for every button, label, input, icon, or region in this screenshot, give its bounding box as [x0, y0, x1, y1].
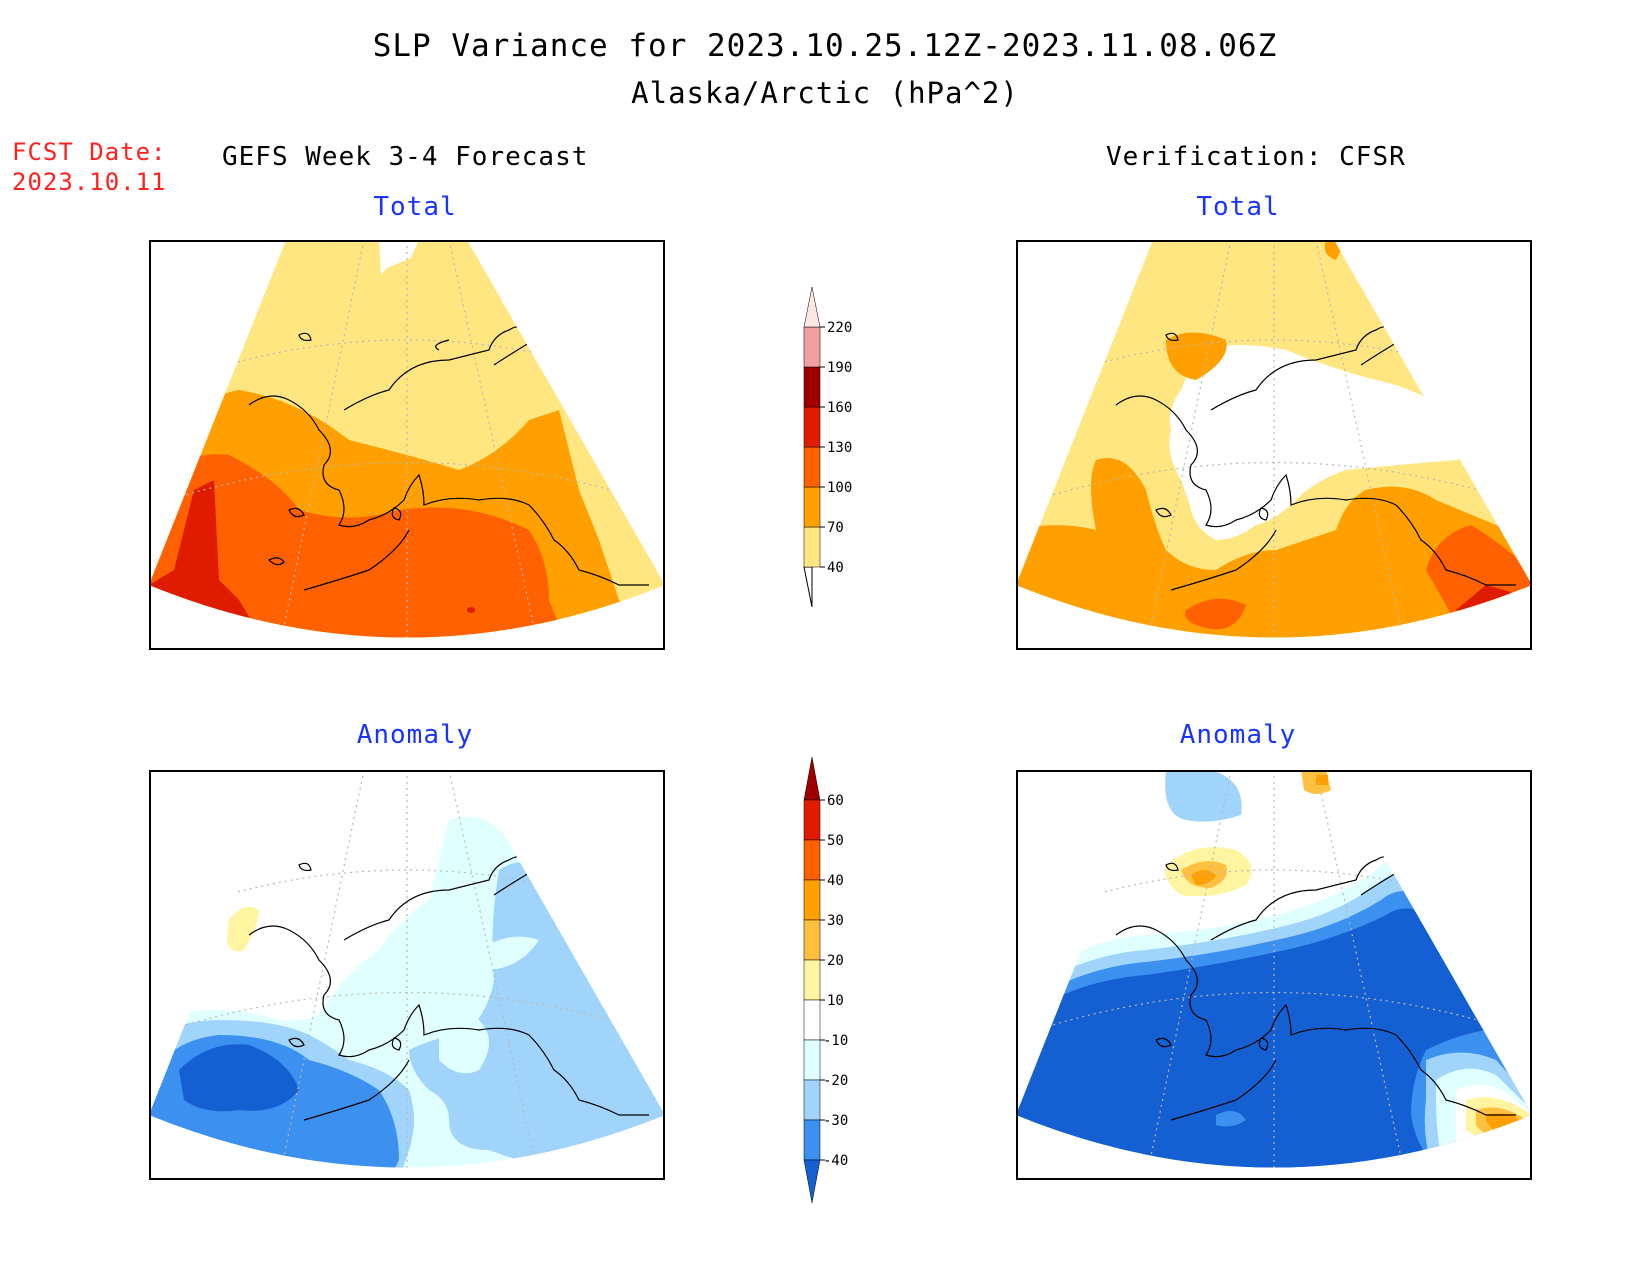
left-column-title: GEFS Week 3-4 Forecast [222, 142, 589, 172]
map-frame [149, 240, 665, 650]
colorbar-anomaly-label: -20 [823, 1073, 848, 1089]
colorbar-anomaly-swatch-neutral [803, 999, 821, 1041]
colorbar-anomaly-swatch-20-30 [803, 919, 821, 961]
graticule [1035, 240, 1513, 638]
colorbar-anomaly-upper-tip [803, 756, 821, 801]
colorbar-anomaly-swatch-m40-m30 [803, 1119, 821, 1161]
colorbar-anomaly-ticks [820, 799, 825, 1161]
graticule [1035, 770, 1513, 1168]
graticule [168, 770, 646, 1168]
map-title: SLP Variance for 2023.10.25.12Z-2023.11.… [372, 28, 1278, 64]
shade-below-40 [379, 240, 419, 275]
map-frame [149, 770, 665, 1180]
shade-100-130 [149, 454, 569, 638]
shade-m40-m30 [1216, 1111, 1246, 1127]
forecast-date-value: 2023.10.11 [12, 168, 167, 196]
colorbar-anomaly-swatch-m20-m10 [803, 1039, 821, 1081]
panel-title-forecast-anomaly: Anomaly [356, 720, 474, 750]
verification-anomaly-map [1016, 770, 1532, 1180]
colorbar-anomaly-label: 50 [827, 833, 844, 849]
colorbar-total-label: 160 [827, 400, 852, 416]
forecast-date-label: FCST Date: [12, 138, 167, 166]
colorbar-anomaly-swatch-m30-m20 [803, 1079, 821, 1121]
colorbar-total-lower-tip [803, 566, 813, 608]
colorbar-anomaly: 60 50 40 30 20 10 -10 -20 -30 -40 [803, 756, 848, 1204]
panel-title-verification-anomaly: Anomaly [1179, 720, 1297, 750]
panel-title-forecast-total: Total [373, 192, 457, 222]
colorbar-total-label: 220 [827, 320, 852, 336]
forecast-anomaly-map [149, 770, 665, 1180]
colorbar-anomaly-label: 40 [827, 873, 844, 889]
colorbar-total-label: 190 [827, 360, 852, 376]
colorbar-total: 40 70 100 130 160 190 220 [803, 286, 852, 608]
colorbar-total-swatch-100-130 [803, 446, 821, 488]
colorbar-total-swatch-130-160 [803, 406, 821, 448]
shade-70-100 [1016, 458, 1532, 638]
colorbar-anomaly-label: 10 [827, 993, 844, 1009]
colorbar-anomaly-swatch-40-50 [803, 839, 821, 881]
shade-m20-m10 [439, 1016, 489, 1074]
shade-10-20 [227, 906, 259, 952]
shade-30-40 [1191, 870, 1216, 885]
colorbar-total-label: 130 [827, 440, 852, 456]
shade-below-40 [1169, 345, 1479, 540]
panel-title-verification-total: Total [1196, 192, 1280, 222]
shade-below-m40 [179, 1044, 299, 1112]
shade-m30-m20 [1165, 770, 1242, 822]
colorbar-anomaly-swatch-50-60 [803, 799, 821, 841]
colorbar-anomaly-label: 60 [827, 793, 844, 809]
colorbar-anomaly-label: -40 [823, 1153, 848, 1169]
verification-total-map [1016, 240, 1532, 650]
colorbar-total-label: 70 [827, 520, 844, 536]
colorbar-total-label: 100 [827, 480, 852, 496]
colorbar-total-upper-tip [803, 286, 821, 328]
colorbar-anomaly-label: 20 [827, 953, 844, 969]
colorbar-total-swatch-190-220 [803, 326, 821, 368]
shade-100-130 [1426, 525, 1532, 638]
colorbar-total-swatch-160-190 [803, 366, 821, 408]
map-frame [1016, 770, 1532, 1180]
colorbar-total-swatch-40-70 [803, 526, 821, 568]
shade-m20-m10 [475, 936, 539, 970]
graticule [168, 240, 646, 638]
colorbar-anomaly-swatch-10-20 [803, 959, 821, 1001]
shade-100-130 [1185, 598, 1246, 630]
colorbar-anomaly-label: -10 [823, 1033, 848, 1049]
colorbar-total-label: 40 [827, 560, 844, 576]
map-subtitle: Alaska/Arctic (hPa^2) [631, 76, 1019, 110]
colorbar-total-swatch-70-100 [803, 486, 821, 528]
colorbar-total-ticks [820, 326, 825, 568]
right-column-title: Verification: CFSR [1106, 142, 1406, 172]
colorbar-anomaly-label: -30 [823, 1113, 848, 1129]
colorbar-anomaly-swatch-30-40 [803, 879, 821, 921]
map-frame [1016, 240, 1532, 650]
shade-130-160-spot [467, 607, 475, 613]
forecast-total-map [149, 240, 665, 650]
shade-m30-m20 [409, 862, 665, 1168]
colorbar-anomaly-lower-tip [803, 1159, 821, 1204]
colorbar-anomaly-label: 30 [827, 913, 844, 929]
shade-70-100 [1166, 332, 1227, 380]
